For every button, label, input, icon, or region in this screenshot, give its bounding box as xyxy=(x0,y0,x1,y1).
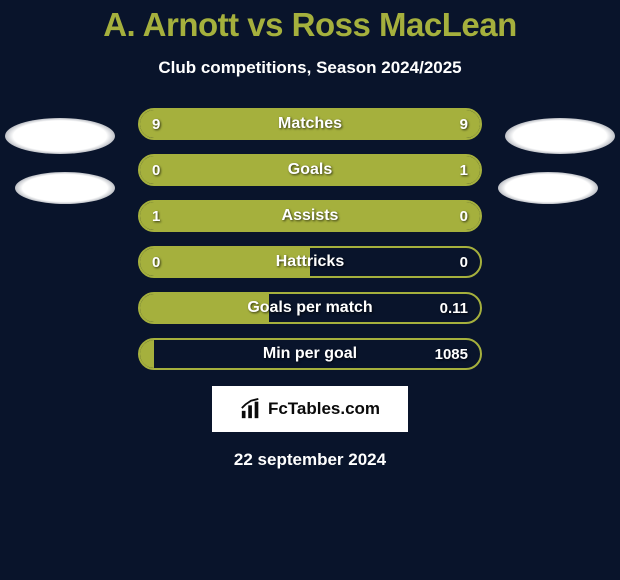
stat-fill-left xyxy=(140,248,310,276)
player-right-shadow xyxy=(498,172,598,204)
stat-row: 1085Min per goal xyxy=(138,338,482,370)
player-left-avatar xyxy=(5,118,115,154)
stat-fill-left xyxy=(140,110,310,138)
stat-value-left: 0 xyxy=(152,156,160,184)
stat-fill-left xyxy=(140,156,201,184)
comparison-card: A. Arnott vs Ross MacLean Club competiti… xyxy=(0,0,620,580)
stat-row: 00Hattricks xyxy=(138,246,482,278)
stat-value-right: 1 xyxy=(460,156,468,184)
stat-label: Min per goal xyxy=(140,340,480,368)
stat-value-right: 0 xyxy=(460,248,468,276)
stat-value-left: 0 xyxy=(152,248,160,276)
stat-row: 01Goals xyxy=(138,154,482,186)
stat-fill-left xyxy=(140,202,405,230)
stat-fill-left xyxy=(140,294,269,322)
title: A. Arnott vs Ross MacLean xyxy=(103,6,517,44)
logo-text: FcTables.com xyxy=(268,399,380,419)
stat-value-left: 1 xyxy=(152,202,160,230)
stat-value-right: 9 xyxy=(460,110,468,138)
logo-box: FcTables.com xyxy=(212,386,408,432)
stat-row: 99Matches xyxy=(138,108,482,140)
date: 22 september 2024 xyxy=(234,450,386,470)
stats-list: 99Matches01Goals10Assists00Hattricks0.11… xyxy=(138,108,482,370)
chart-icon xyxy=(240,398,262,420)
stat-fill-right xyxy=(405,202,480,230)
stat-fill-right xyxy=(310,110,480,138)
stat-row: 10Assists xyxy=(138,200,482,232)
stat-value-left: 9 xyxy=(152,110,160,138)
stat-fill-right xyxy=(201,156,480,184)
stat-row: 0.11Goals per match xyxy=(138,292,482,324)
stat-value-right: 0.11 xyxy=(440,294,468,322)
player-left-shadow xyxy=(15,172,115,204)
stat-fill-left xyxy=(140,340,154,368)
subtitle: Club competitions, Season 2024/2025 xyxy=(158,58,461,78)
stat-value-right: 1085 xyxy=(435,340,468,368)
stat-value-right: 0 xyxy=(460,202,468,230)
player-right-avatar xyxy=(505,118,615,154)
